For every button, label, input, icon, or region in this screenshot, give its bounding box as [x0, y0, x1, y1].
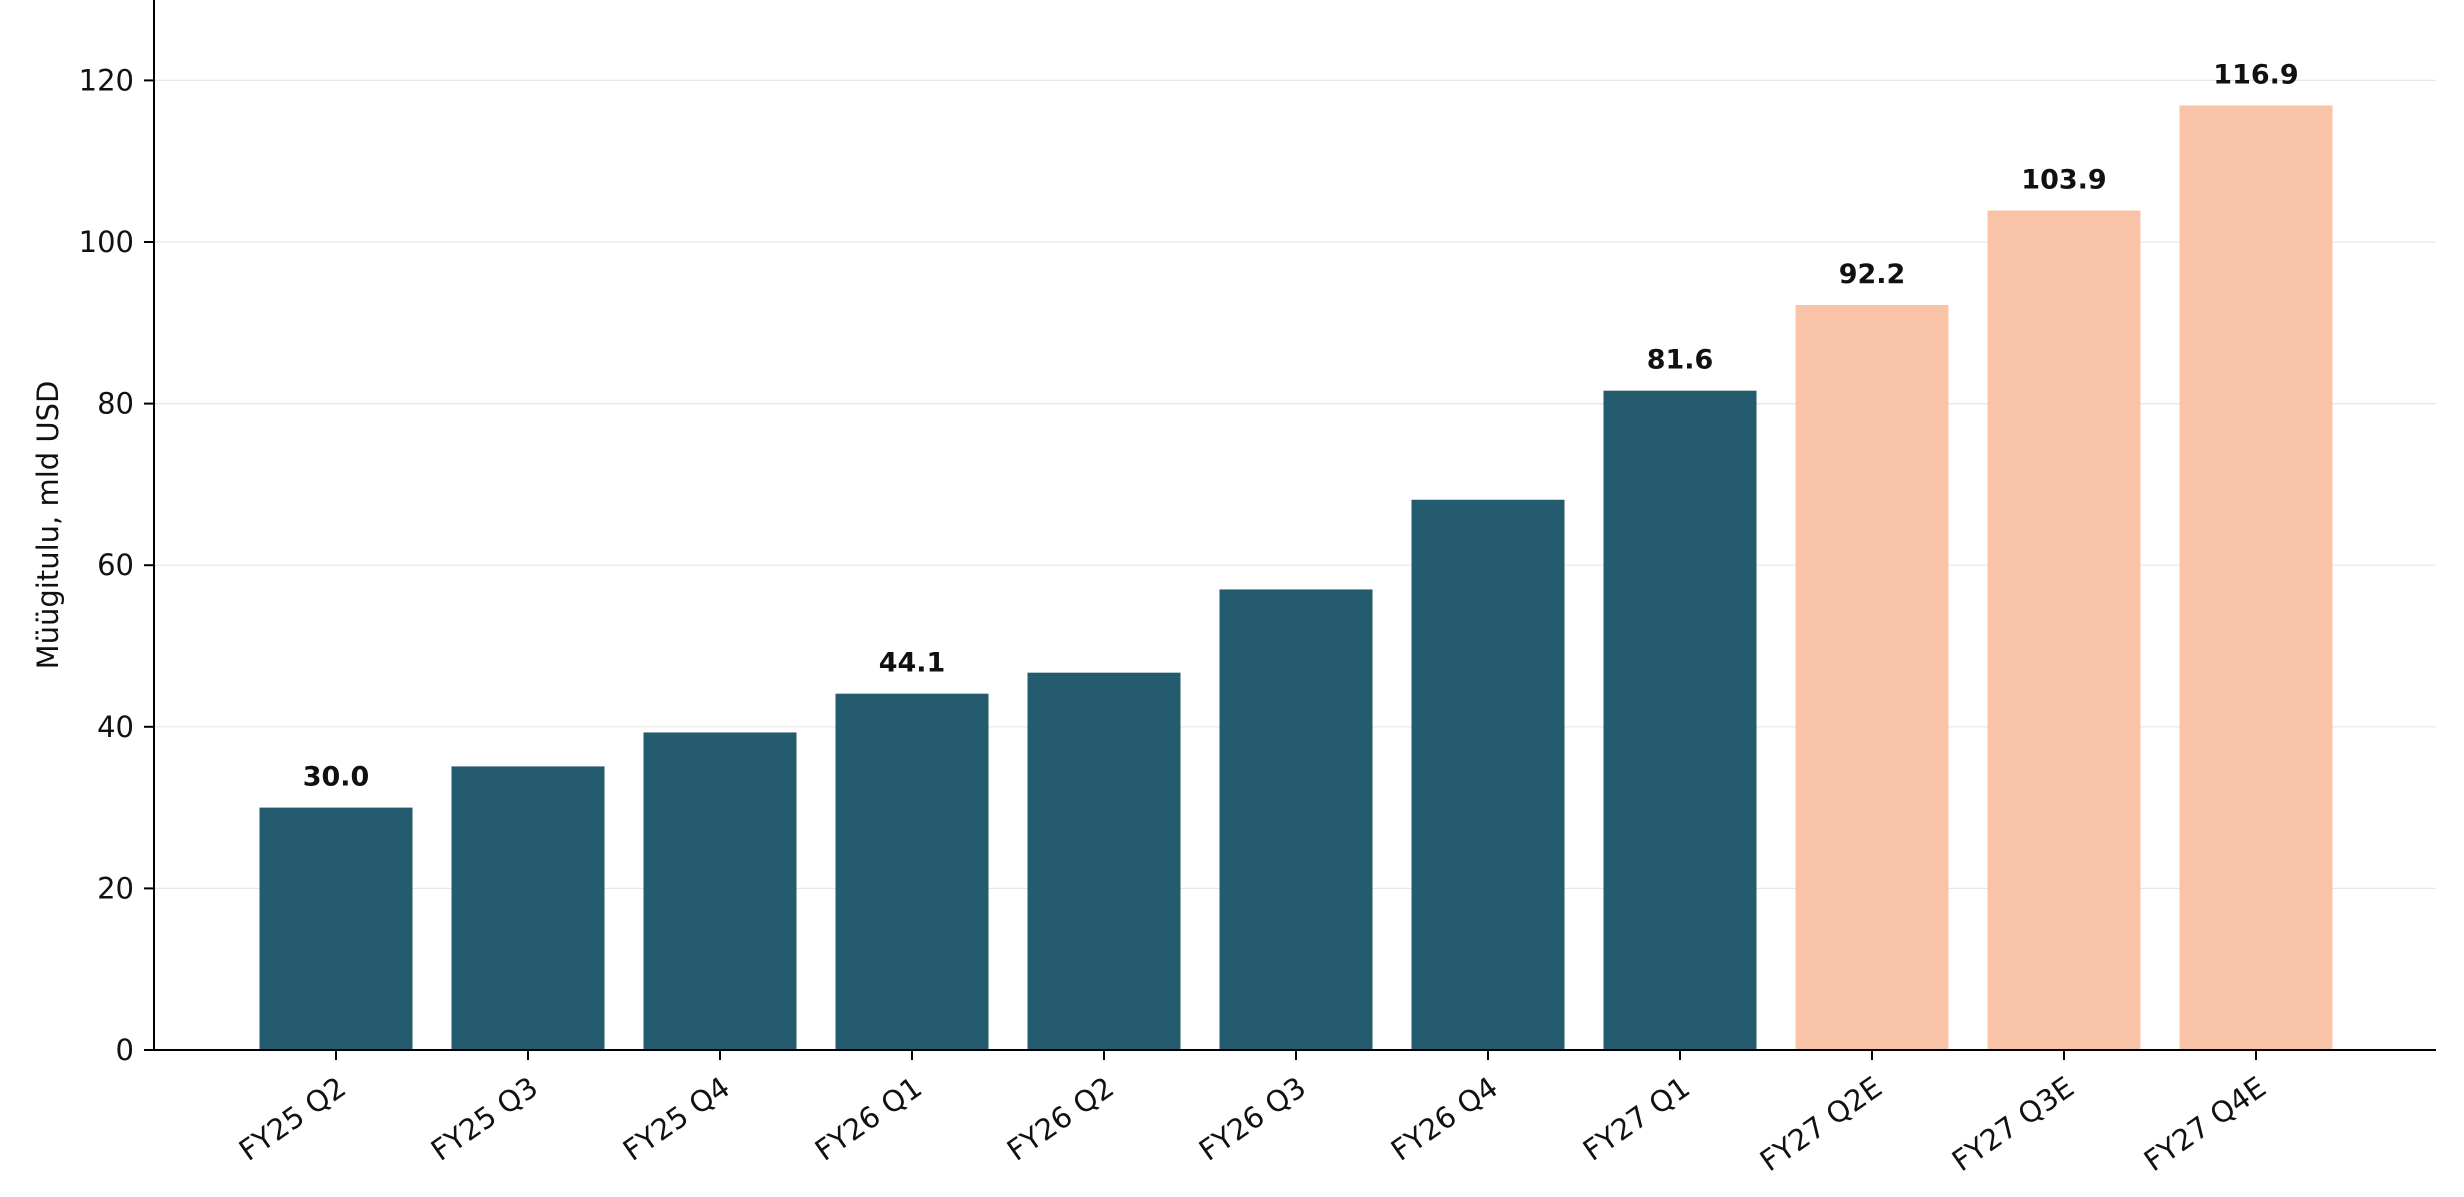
bar [2179, 105, 2333, 1050]
y-tick-label: 120 [79, 63, 134, 97]
bar [1411, 499, 1565, 1050]
bar-value-label: 103.9 [2021, 164, 2106, 195]
bar [259, 807, 413, 1050]
x-tick-label: FY26 Q3 [1193, 1070, 1312, 1168]
y-tick-label: 80 [97, 387, 134, 421]
x-tick-label: FY27 Q3E [1946, 1070, 2080, 1178]
x-ticks: FY25 Q2 FY25 Q3 FY25 Q4 FY26 Q1 FY26 Q2 FY26 … [233, 1050, 2272, 1178]
x-tick-label: FY25 Q2 [233, 1070, 352, 1168]
x-tick-label: FY27 Q2E [1754, 1070, 1888, 1178]
bars [259, 105, 2333, 1050]
bar [1603, 390, 1757, 1050]
bar [1219, 589, 1373, 1050]
y-tick-label: 0 [116, 1033, 134, 1067]
bar-value-label: 116.9 [2213, 59, 2298, 90]
x-tick-label: FY26 Q4 [1385, 1070, 1504, 1168]
bar [1795, 305, 1949, 1050]
data-labels: 30.0 44.1 81.6 92.2 103.9 116.9 [303, 59, 2299, 792]
y-tick-label: 60 [97, 548, 134, 582]
bar [643, 732, 797, 1050]
x-tick-label: FY26 Q1 [809, 1070, 928, 1168]
y-ticks: 0 20 40 60 80 100 120 [79, 63, 154, 1067]
bar [1027, 672, 1181, 1050]
x-tick-label: FY25 Q3 [425, 1070, 544, 1168]
bar-value-label: 92.2 [1839, 259, 1906, 290]
x-tick-label: FY27 Q4E [2138, 1070, 2272, 1178]
y-tick-label: 100 [79, 225, 134, 259]
y-tick-label: 40 [97, 710, 134, 744]
bar [835, 693, 989, 1050]
bar-value-label: 30.0 [303, 762, 370, 793]
y-tick-label: 20 [97, 871, 134, 905]
y-axis-title: Müügitulu, mld USD [31, 381, 65, 670]
bar [451, 766, 605, 1050]
x-tick-label: FY26 Q2 [1001, 1070, 1120, 1168]
bar [1987, 210, 2141, 1050]
x-tick-label: FY27 Q1 [1577, 1070, 1696, 1168]
x-tick-label: FY25 Q4 [617, 1070, 736, 1168]
bar-value-label: 81.6 [1647, 345, 1714, 376]
bar-value-label: 44.1 [879, 648, 946, 679]
